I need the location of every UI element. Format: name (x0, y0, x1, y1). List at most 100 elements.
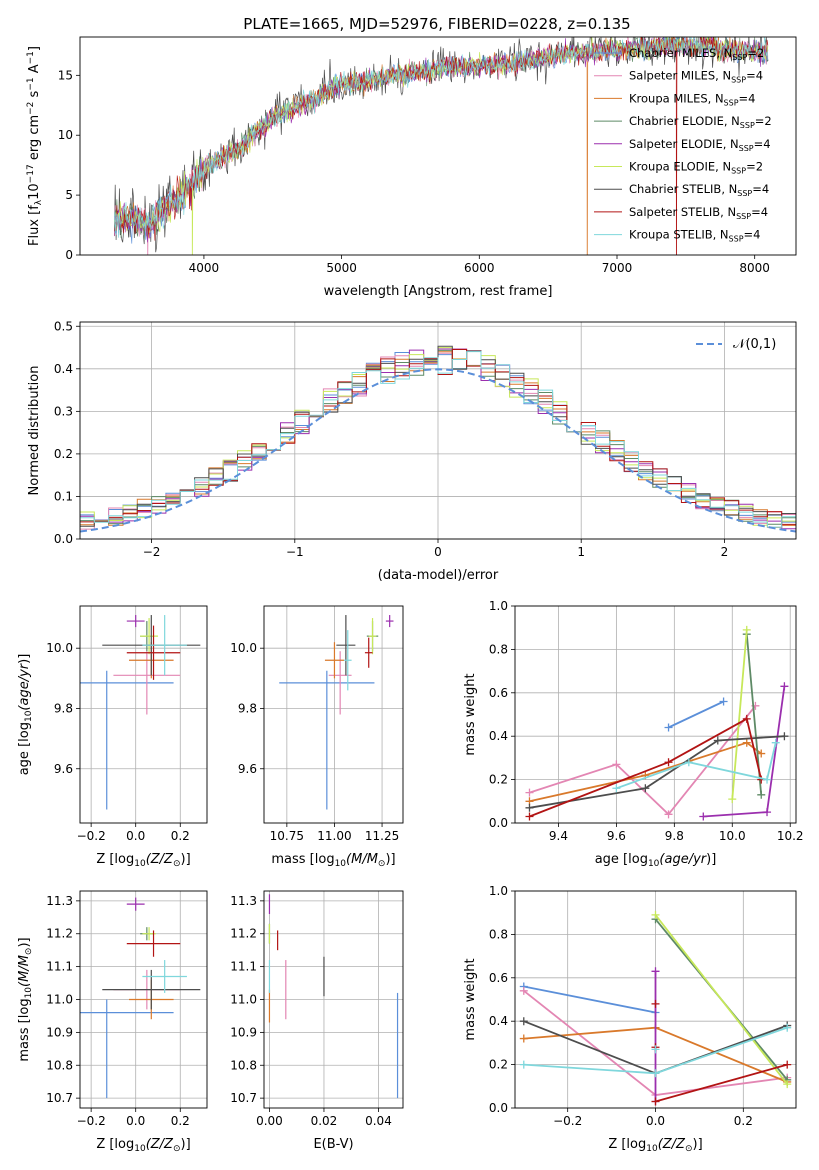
reference-legend-label: 𝒩(0,1) (733, 337, 776, 352)
errorbar-point (142, 615, 187, 676)
weight-series (728, 625, 751, 804)
y-tick-label: 1.0 (489, 599, 508, 613)
weight-marker (684, 758, 693, 767)
y-tick-label: 10.8 (230, 1058, 257, 1072)
x-tick-label: 0.2 (171, 829, 190, 843)
weight-marker (763, 808, 772, 817)
y-axis-label-part: ⊙ (24, 948, 34, 956)
weight-series (651, 999, 792, 1106)
y-tick-label: 10.9 (230, 1025, 257, 1039)
y-tick-label: 10.0 (230, 641, 257, 655)
y-tick-label: 0 (65, 248, 73, 262)
y-axis-label-part: mass [log (17, 998, 32, 1061)
y-axis-label: Flux [fλ10−17 erg cm−2 s−1 A−1] (26, 46, 44, 246)
legend-label-base: Kroupa MILES, N (629, 91, 724, 105)
weight-marker (757, 749, 766, 758)
weight-series (699, 682, 789, 821)
legend-label: Kroupa STELIB, NSSP=4 (629, 228, 760, 244)
weight-series (612, 738, 780, 793)
y-tick-label: 10.0 (46, 641, 73, 655)
legend-label-count: =2 (755, 114, 772, 128)
weight-series (651, 910, 792, 1089)
y-tick-label: 0.2 (489, 1058, 508, 1072)
plot-area-mass_vs_Z (80, 897, 201, 1099)
plot-area-spectrum (114, 37, 769, 255)
y-axis-label-part: 10 (27, 183, 42, 200)
legend-label-sub: SSP (732, 53, 747, 62)
legend-label: Chabrier ELODIE, NSSP=2 (629, 114, 772, 130)
x-axis-label: E(B-V) (313, 1137, 353, 1152)
axes-frame (79, 36, 797, 256)
weight-marker (719, 697, 728, 706)
x-axis-label-part: Z [log (96, 1137, 134, 1152)
x-tick-label: 2 (721, 545, 729, 559)
x-axis-label-part: ⊙ (173, 1144, 181, 1154)
panel-residuals: −2 −1 0 1 2 0.0 0.1 0.2 0.3 0.4 0.5 𝒩(0,1) (data-mod… (27, 319, 797, 583)
x-tick-label: 7000 (602, 261, 633, 275)
y-tick-label: 0.4 (489, 729, 508, 743)
panel-mass_vs_ebv: 0.00 0.02 0.04 10.7 10.8 10.9 11.0 11.1 11.2 11.3… (230, 890, 404, 1152)
weight-marker (651, 910, 660, 919)
legend-label: Chabrier STELIB, NSSP=4 (629, 182, 769, 198)
y-tick-label: 0.6 (489, 686, 508, 700)
legend-label-base: Salpeter STELIB, N (629, 205, 736, 219)
legend-label-sub: SSP (740, 121, 755, 130)
y-tick-label: 9.8 (238, 701, 257, 715)
x-axis-label-part: (Z/Z (146, 852, 174, 867)
x-tick-label: −2 (143, 545, 161, 559)
x-tick-label: 0.2 (734, 1114, 753, 1128)
legend-label-sub: SSP (731, 76, 746, 85)
axes-frame (263, 605, 404, 824)
errorbar-point (80, 999, 174, 1099)
y-axis-label-part: −2 (26, 102, 36, 115)
x-tick-label: 0.00 (256, 1114, 283, 1128)
weight-marker (525, 803, 534, 812)
x-axis-label: Z [log10(Z/Z⊙)] (96, 1137, 190, 1154)
legend-label-count: =2 (746, 160, 763, 174)
y-axis-label: mass weight (463, 958, 478, 1040)
weight-marker (519, 1060, 528, 1069)
weight-marker (780, 682, 789, 691)
plot-area-residuals (80, 345, 796, 533)
legend-label: Salpeter STELIB, NSSP=4 (629, 205, 768, 221)
errorbar-point (126, 930, 181, 957)
weight-series (519, 982, 660, 1017)
weight-line (529, 705, 757, 816)
axes-frame (79, 890, 208, 1109)
x-axis-label-part: 10 (648, 859, 660, 869)
x-axis-label-part: ⊙ (685, 1144, 693, 1154)
x-tick-label: −1 (286, 545, 304, 559)
y-axis-label-part: −1 (26, 51, 36, 64)
legend-label-sub: SSP (737, 189, 752, 198)
legend-label-base: Chabrier MILES, N (629, 46, 732, 60)
weight-line (616, 742, 777, 790)
legend-label-base: Chabrier STELIB, N (629, 182, 737, 196)
y-tick-label: 11.0 (230, 993, 257, 1007)
weight-marker (612, 784, 621, 793)
x-axis-label-part: (age/yr (659, 852, 707, 867)
x-axis-label-part: (Z/Z (146, 1137, 174, 1152)
weight-line (668, 700, 724, 729)
normal-reference-curve (80, 368, 796, 533)
y-tick-label: 11.1 (230, 960, 257, 974)
weight-marker (664, 758, 673, 767)
x-axis-label-part: Z [log (96, 852, 134, 867)
x-axis-label-part: Z [log (608, 1137, 646, 1152)
x-tick-label: 11.25 (365, 829, 399, 843)
legend-label-sub: SSP (724, 98, 739, 107)
x-axis-label-part: )] (385, 852, 395, 867)
weight-marker (757, 790, 766, 799)
x-axis-label-part: mass [log (271, 852, 334, 867)
weight-series (651, 967, 660, 1106)
y-tick-label: 11.1 (46, 960, 73, 974)
y-tick-label: 0.0 (489, 816, 508, 830)
y-tick-label: 0.3 (54, 404, 73, 418)
errorbar-point (102, 969, 201, 1010)
errorbar-point (368, 618, 377, 655)
legend-label-count: =2 (747, 46, 764, 60)
y-axis-label-part: 10 (24, 710, 34, 722)
axes-frame (79, 605, 208, 824)
y-axis-label-part: age [log (17, 722, 32, 775)
weight-line (731, 629, 748, 800)
